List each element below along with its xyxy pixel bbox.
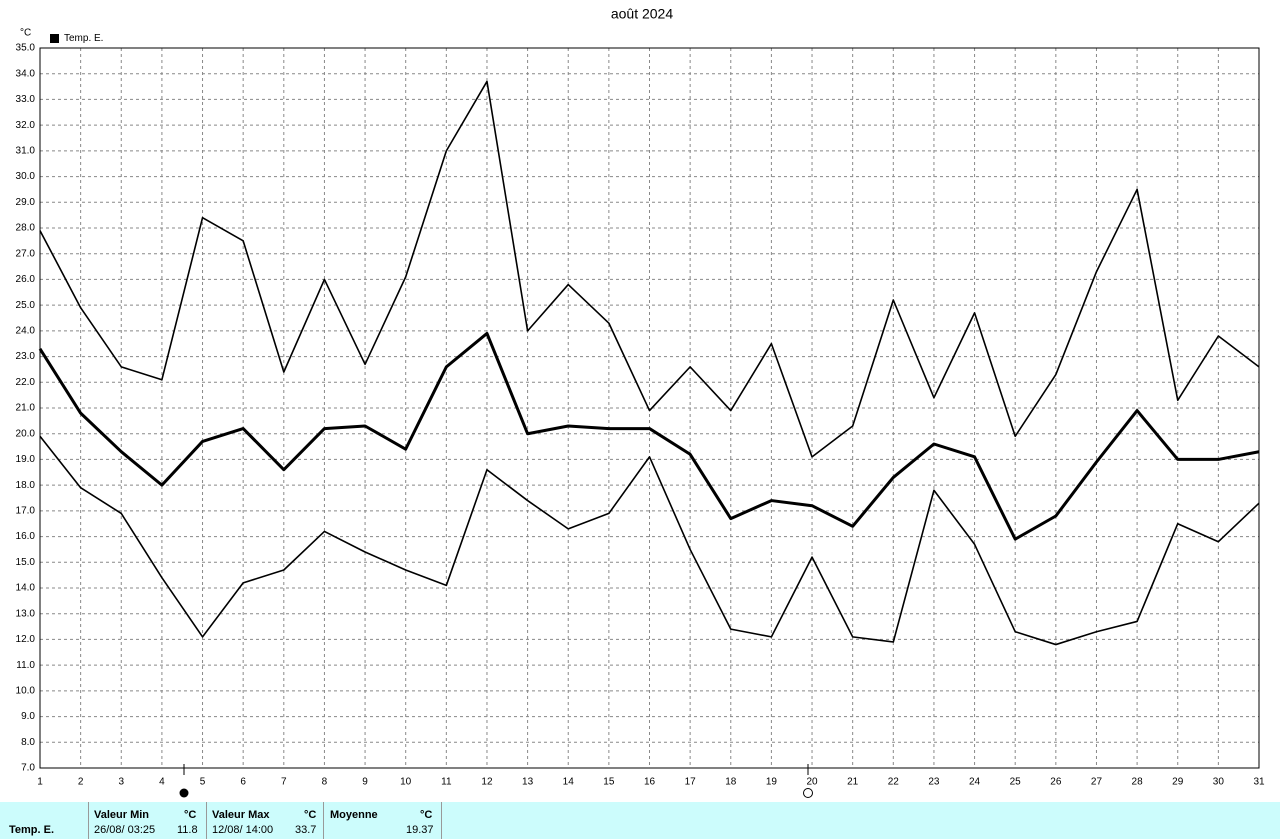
y-tick-label: 10.0 <box>16 685 36 696</box>
y-tick-label: 23.0 <box>16 351 36 362</box>
min-title: Valeur Min <box>94 809 149 821</box>
chart: août 2024 °C Temp. E. 7.0 8.0 9.0 10.0 11.0 1… <box>16 6 1265 798</box>
x-tick-label: 28 <box>1132 777 1144 788</box>
y-tick-label: 19.0 <box>16 454 36 465</box>
y-tick-label: 22.0 <box>16 377 36 388</box>
y-tick-label: 17.0 <box>16 505 36 516</box>
x-tick-label: 31 <box>1253 777 1265 788</box>
legend-swatch <box>50 34 59 43</box>
mean-unit-text: °C <box>420 809 433 821</box>
x-tick-label: 18 <box>725 777 737 788</box>
y-tick-label: 16.0 <box>16 531 36 542</box>
min-when: 26/08/ 03:25 <box>94 824 156 836</box>
x-tick-label: 15 <box>603 777 615 788</box>
y-tick-label: 15.0 <box>16 557 36 568</box>
mean-value: 19.37 <box>406 824 434 836</box>
new-moon-icon <box>179 788 189 798</box>
x-tick-label: 11 <box>441 777 452 788</box>
y-tick-label: 34.0 <box>16 68 36 79</box>
y-tick-label: 21.0 <box>16 403 36 414</box>
x-tick-label: 17 <box>685 777 697 788</box>
y-tick-label: 8.0 <box>21 737 35 748</box>
summary-label-text: Temp. E. <box>9 824 55 836</box>
series-line <box>38 331 1260 541</box>
x-tick-label: 14 <box>563 777 575 788</box>
x-tick-label: 30 <box>1213 777 1225 788</box>
y-tick-label: 25.0 <box>16 300 36 311</box>
min-title-text: Valeur Min <box>94 809 150 821</box>
x-tick-label: 3 <box>118 777 124 788</box>
x-tick-label: 19 <box>766 777 778 788</box>
y-tick-label: 28.0 <box>16 223 36 234</box>
y-tick-label: 26.0 <box>16 274 36 285</box>
x-tick-label: 27 <box>1091 777 1103 788</box>
x-tick-label: 21 <box>847 777 859 788</box>
separator <box>441 802 442 839</box>
x-tick-label: 24 <box>969 777 981 788</box>
y-tick-label: 33.0 <box>16 94 36 105</box>
y-tick-label: 27.0 <box>16 248 36 259</box>
x-tick-label: 5 <box>200 777 206 788</box>
max-unit-text: °C <box>304 809 317 821</box>
plot-frame <box>39 47 1260 769</box>
separator <box>206 802 207 839</box>
chart-title: août 2024 <box>611 6 673 22</box>
series-line <box>39 80 1260 458</box>
x-tick-label: 2 <box>78 777 84 788</box>
summary-bar: Temp. E. Valeur Min °C 26/08/ 03:25 11.8… <box>0 802 1280 839</box>
x-tick-label: 7 <box>281 777 287 788</box>
mean-title: Moyenne <box>330 809 378 821</box>
y-tick-label: 24.0 <box>16 325 36 336</box>
x-tick-label: 1 <box>37 777 43 788</box>
x-tick-label: 23 <box>928 777 940 788</box>
x-tick-label: 8 <box>322 777 328 788</box>
min-unit: °C <box>184 809 196 821</box>
x-tick-label: 16 <box>644 777 656 788</box>
y-tick-label: 13.0 <box>16 608 36 619</box>
y-tick-label: 29.0 <box>16 197 36 208</box>
summary-label: Temp. E. <box>9 824 54 836</box>
y-tick-label: 31.0 <box>16 145 36 156</box>
y-tick-label: 18.0 <box>16 480 36 491</box>
x-tick-label: 10 <box>400 777 412 788</box>
y-tick-label: 11.0 <box>16 660 35 671</box>
separator <box>88 802 89 839</box>
x-tick-label: 25 <box>1010 777 1022 788</box>
legend-label: Temp. E. <box>64 33 103 44</box>
y-tick-label: 20.0 <box>16 428 36 439</box>
y-tick-label: 32.0 <box>16 120 36 131</box>
y-tick-label: 14.0 <box>16 583 36 594</box>
x-tick-label: 12 <box>481 777 493 788</box>
y-tick-label: 7.0 <box>21 763 35 774</box>
x-tick-label: 9 <box>362 777 368 788</box>
x-tick-label: 13 <box>522 777 534 788</box>
y-tick-label: 12.0 <box>16 634 36 645</box>
mean-unit: °C <box>420 809 432 821</box>
separator <box>323 802 324 839</box>
y-tick-label: 35.0 <box>16 43 36 54</box>
x-tick-label: 22 <box>888 777 900 788</box>
max-unit: °C <box>304 809 316 821</box>
y-tick-label: 30.0 <box>16 171 36 182</box>
max-when: 12/08/ 14:00 <box>212 824 274 836</box>
max-value: 33.7 <box>295 824 317 836</box>
max-title: Valeur Max <box>212 809 269 821</box>
min-value: 11.8 <box>177 824 198 836</box>
min-unit-text: °C <box>184 809 197 821</box>
series-line <box>39 435 1260 646</box>
max-title-text: Valeur Max <box>212 809 270 821</box>
mean-title-text: Moyenne <box>330 809 378 821</box>
x-tick-label: 4 <box>159 777 165 788</box>
x-tick-label: 6 <box>240 777 246 788</box>
full-moon-icon <box>803 788 813 798</box>
x-tick-label: 29 <box>1172 777 1184 788</box>
y-unit: °C <box>20 28 31 39</box>
y-tick-label: 9.0 <box>21 711 35 722</box>
x-tick-label: 26 <box>1050 777 1062 788</box>
x-tick-label: 20 <box>806 777 818 788</box>
